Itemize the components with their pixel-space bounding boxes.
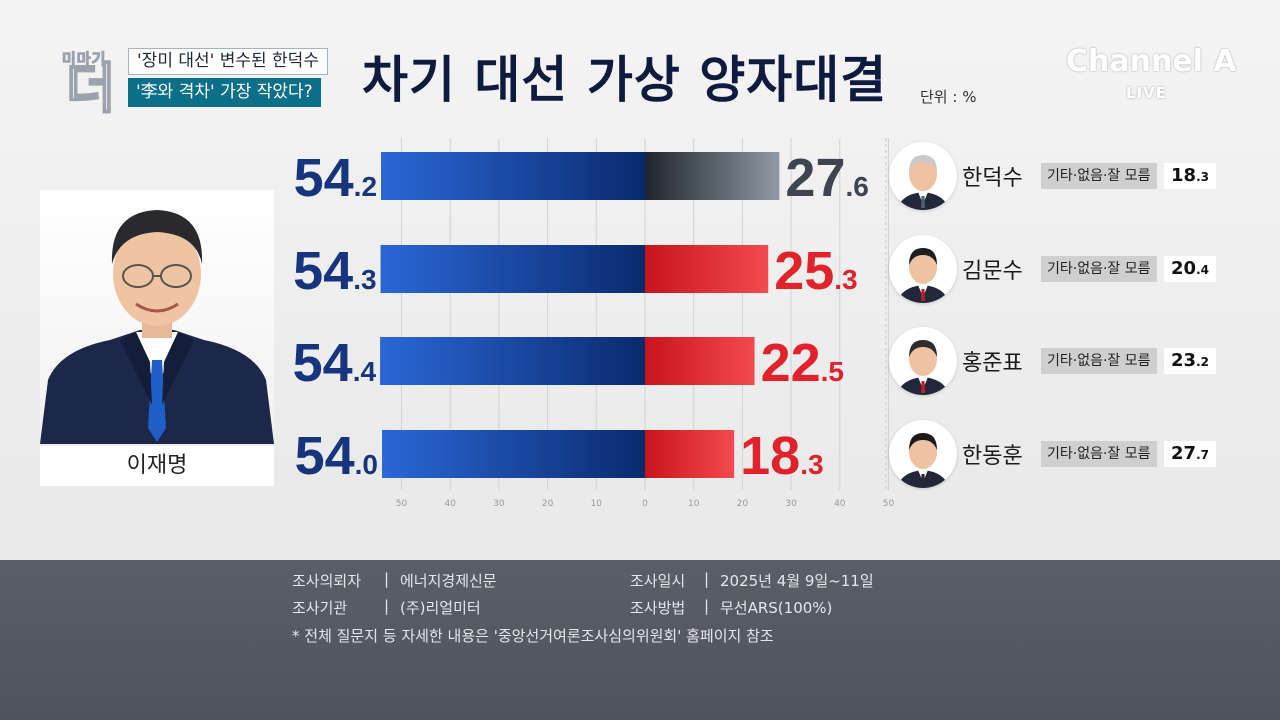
opponent-portrait-image: [889, 420, 957, 488]
lee-value-label: 54.4: [293, 333, 377, 393]
other-response-label: 기타·없음·잘 모름: [1041, 256, 1157, 282]
channel-logo: Channel A: [1066, 44, 1237, 79]
client-separator: |: [384, 570, 390, 588]
axis-tick-label: 0: [642, 499, 648, 509]
other-response-label: 기타·없음·잘 모름: [1041, 441, 1157, 467]
axis-tick-label: 40: [834, 499, 846, 509]
opponent-bar: [645, 245, 769, 293]
footnote: * 전체 질문지 등 자세한 내용은 '중앙선거여론조사심의위원회' 홈페이지 …: [292, 627, 774, 645]
footer-panel: 조사의뢰자 | 에너지경제신문 조사기관 | (주)리얼미터 조사일시 | 20…: [0, 560, 1280, 720]
other-response-label: 기타·없음·잘 모름: [1041, 348, 1157, 374]
date-separator: |: [704, 570, 710, 588]
lee-bar: [380, 337, 645, 385]
axis-tick-label: 40: [444, 499, 456, 509]
opponent-portrait-image: [889, 327, 957, 395]
live-badge: LIVE: [1126, 84, 1167, 102]
opponent-name: 김문수: [962, 259, 1023, 284]
date-label: 조사일시: [630, 572, 686, 590]
program-logo-big-text: 더: [65, 57, 117, 120]
axis-tick-label: 10: [591, 499, 603, 509]
portrait-svg: [897, 248, 949, 303]
lee-value-label: 54.0: [295, 426, 378, 486]
axis-tick-label: 30: [785, 499, 797, 509]
opponent-name: 한덕수: [962, 166, 1023, 191]
portrait-svg: [897, 155, 949, 210]
other-response-value: 18.3: [1164, 163, 1216, 189]
axis-tick-label: 10: [688, 499, 700, 509]
lee-portrait-image: [40, 190, 274, 444]
axis-tick-label: 50: [883, 499, 895, 509]
method-value: 무선ARS(100%): [720, 599, 833, 617]
axis-tick-label: 20: [737, 499, 749, 509]
opponent-value-label: 22.5: [761, 333, 844, 393]
portrait-svg: [897, 433, 949, 488]
lee-bar: [381, 152, 645, 200]
opponent-value-label: 27.6: [785, 148, 868, 208]
opponent-value-label: 25.3: [774, 241, 857, 301]
other-response-value: 23.2: [1164, 348, 1216, 374]
other-response-value: 27.7: [1164, 441, 1216, 467]
method-separator: |: [704, 597, 710, 615]
client-label: 조사의뢰자: [292, 572, 362, 590]
opponent-bar: [645, 337, 755, 385]
other-response-value: 20.4: [1164, 256, 1216, 282]
chart-title: 차기 대선 가상 양자대결: [362, 51, 888, 109]
opponent-bar: [645, 430, 735, 478]
agency-label: 조사기관: [292, 599, 348, 617]
topic-tag-1: '장미 대선' 변수된 한덕수: [128, 48, 328, 75]
axis-tick-label: 50: [396, 499, 408, 509]
opponent-bar: [645, 152, 780, 200]
lee-bar: [382, 430, 645, 478]
date-value: 2025년 4월 9일~11일: [720, 572, 874, 590]
opponent-value-label: 18.3: [740, 426, 823, 486]
axis-tick-label: 30: [493, 499, 505, 509]
opponent-name: 한동훈: [962, 444, 1023, 469]
client-value: 에너지경제신문: [400, 572, 497, 590]
method-label: 조사방법: [630, 599, 686, 617]
other-response-label: 기타·없음·잘 모름: [1041, 163, 1157, 189]
program-logo: 미마기 더: [61, 48, 124, 124]
lee-value-label: 54.2: [294, 148, 377, 208]
program-logo-small-text: 미마기: [61, 50, 107, 69]
lee-name-label: 이재명: [40, 446, 274, 486]
topic-tag-2: '李와 격차' 가장 작았다?: [128, 78, 321, 107]
agency-separator: |: [384, 597, 390, 615]
portrait-svg: [897, 340, 949, 395]
unit-label: 단위 : %: [920, 88, 977, 106]
opponent-name: 홍준표: [962, 351, 1023, 376]
opponent-portrait-image: [889, 142, 957, 210]
lee-bar: [380, 245, 645, 293]
lee-value-label: 54.3: [293, 241, 376, 301]
agency-value: (주)리얼미터: [400, 599, 481, 617]
axis-tick-label: 20: [542, 499, 554, 509]
opponent-portrait-image: [889, 235, 957, 303]
